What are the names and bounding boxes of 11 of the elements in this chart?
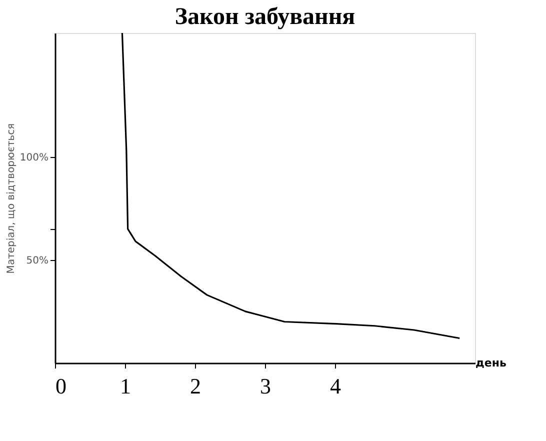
line-series [121,33,460,340]
x-tick-label: 4 [330,374,341,398]
x-tick-label: 0 [56,374,66,398]
y-tick-label: 100% [20,152,48,164]
x-tick-label: 1 [120,374,131,398]
x-axis-title: день [476,356,506,370]
y-axis-title: Матеріал, що відтворюється [6,123,17,274]
x-tick-label: 2 [190,374,201,398]
y-tick-label: 50% [26,255,48,266]
x-tick-label: 3 [260,374,271,398]
chart-title: Закон забування [174,4,356,30]
